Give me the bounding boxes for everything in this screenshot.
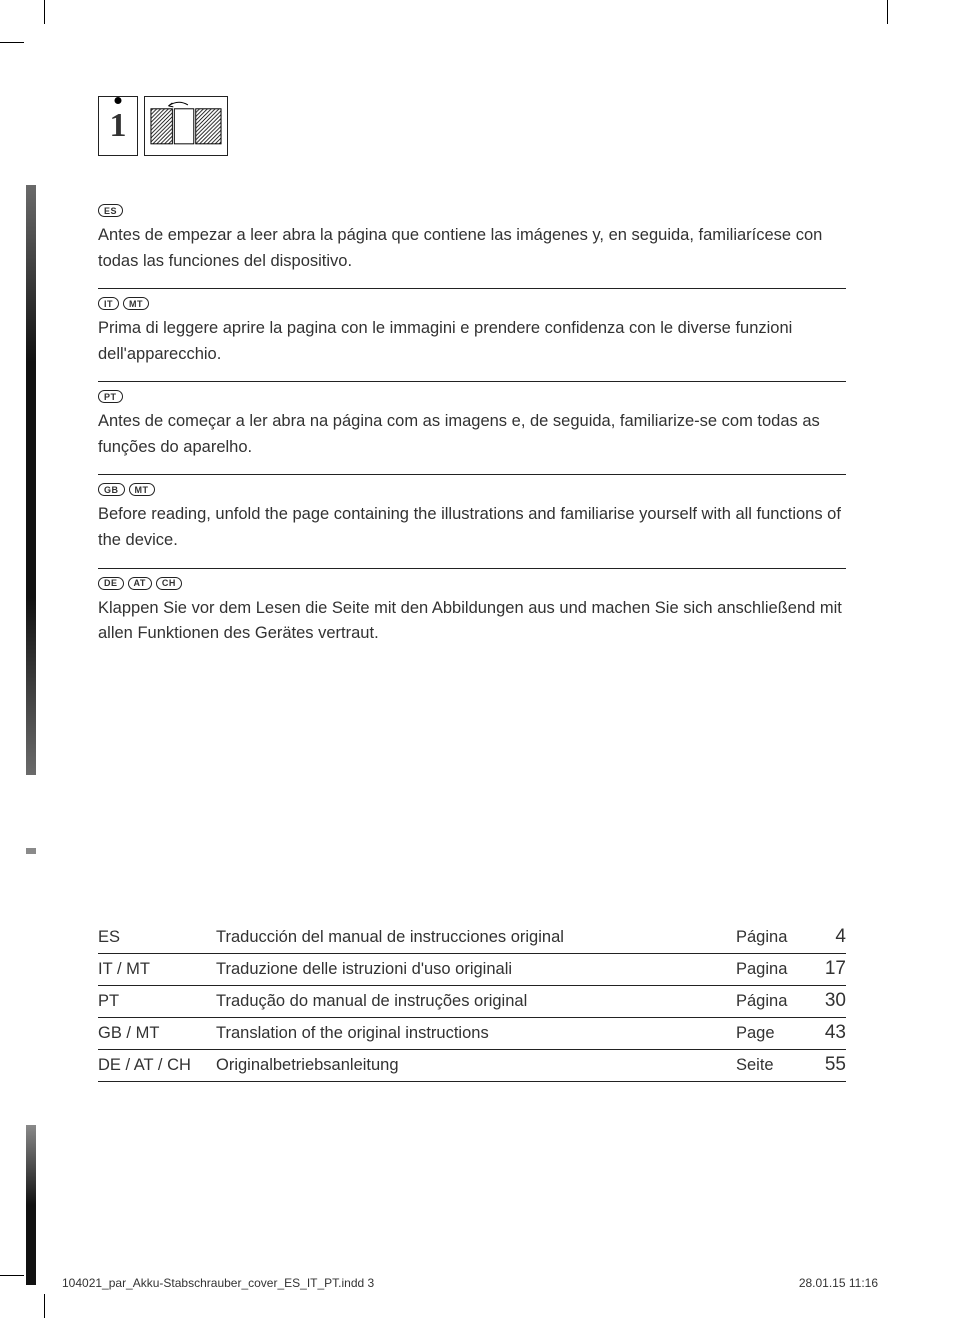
toc-title: Originalbetriebsanleitung	[216, 1056, 736, 1075]
toc-title: Traducción del manual de instrucciones o…	[216, 928, 736, 947]
language-pills: ES	[98, 204, 846, 217]
toc-lang: DE / AT / CH	[98, 1056, 216, 1075]
table-of-contents: ESTraducción del manual de instrucciones…	[98, 921, 846, 1082]
toc-lang: PT	[98, 992, 216, 1011]
footer-timestamp: 28.01.15 11:16	[799, 1276, 878, 1290]
language-pills: GB MT	[98, 483, 846, 496]
toc-lang: IT / MT	[98, 960, 216, 979]
notice-text: Antes de empezar a leer abra la página q…	[98, 223, 846, 274]
language-pill: PT	[98, 390, 123, 403]
notice-text: Klappen Sie vor dem Lesen die Seite mit …	[98, 596, 846, 647]
language-notice: DE AT CH Klappen Sie vor dem Lesen die Seit…	[98, 568, 846, 661]
language-pills: PT	[98, 390, 846, 403]
toc-row: IT / MTTraduzione delle istruzioni d'uso…	[98, 954, 846, 986]
toc-page-label: Página	[736, 992, 808, 1011]
print-footer: 104021_par_Akku-Stabschrauber_cover_ES_I…	[62, 1276, 878, 1290]
language-pill: ES	[98, 204, 123, 217]
page-content: 1 ES Antes de empezar a leer abra la pági…	[98, 96, 846, 1258]
toc-page-label: Page	[736, 1024, 808, 1043]
language-notice: GB MT Before reading, unfold the page cont…	[98, 474, 846, 567]
toc-title: Tradução do manual de instruções origina…	[216, 992, 736, 1011]
notice-text: Prima di leggere aprire la pagina con le…	[98, 316, 846, 367]
language-pills: DE AT CH	[98, 577, 846, 590]
language-pill: GB	[98, 483, 125, 496]
notice-text: Antes de começar a ler abra na página co…	[98, 409, 846, 460]
toc-page-number: 4	[808, 926, 846, 948]
footer-filename: 104021_par_Akku-Stabschrauber_cover_ES_I…	[62, 1276, 374, 1290]
toc-row: ESTraducción del manual de instrucciones…	[98, 921, 846, 954]
spine-gradient-top	[26, 185, 36, 775]
toc-page-number: 55	[808, 1054, 846, 1076]
toc-page-label: Seite	[736, 1056, 808, 1075]
language-pill: AT	[128, 577, 152, 590]
language-notice: ES Antes de empezar a leer abra la página…	[98, 196, 846, 288]
toc-row: DE / AT / CHOriginalbetriebsanleitungSei…	[98, 1050, 846, 1082]
language-pill: CH	[156, 577, 182, 590]
foldout-page-icon	[144, 96, 228, 156]
toc-row: PTTradução do manual de instruções origi…	[98, 986, 846, 1018]
spine-gradient-gap	[26, 848, 36, 854]
toc-row: GB / MTTranslation of the original instr…	[98, 1018, 846, 1050]
language-notice: PT Antes de começar a ler abra na página …	[98, 381, 846, 474]
info-foldout-icons: 1	[98, 96, 846, 156]
language-pills: IT MT	[98, 297, 846, 310]
toc-title: Translation of the original instructions	[216, 1024, 736, 1043]
toc-lang: ES	[98, 928, 216, 947]
language-pill: MT	[123, 297, 149, 310]
toc-page-number: 17	[808, 958, 846, 980]
toc-page-number: 30	[808, 990, 846, 1012]
toc-page-label: Pagina	[736, 960, 808, 979]
info-icon: 1	[98, 96, 138, 156]
toc-page-number: 43	[808, 1022, 846, 1044]
language-pill: IT	[98, 297, 119, 310]
spine-gradient-bottom	[26, 1125, 36, 1285]
language-notice: IT MT Prima di leggere aprire la pagina co…	[98, 288, 846, 381]
toc-title: Traduzione delle istruzioni d'uso origin…	[216, 960, 736, 979]
language-pill: DE	[98, 577, 124, 590]
language-pill: MT	[129, 483, 155, 496]
notice-text: Before reading, unfold the page containi…	[98, 502, 846, 553]
toc-page-label: Página	[736, 928, 808, 947]
toc-lang: GB / MT	[98, 1024, 216, 1043]
